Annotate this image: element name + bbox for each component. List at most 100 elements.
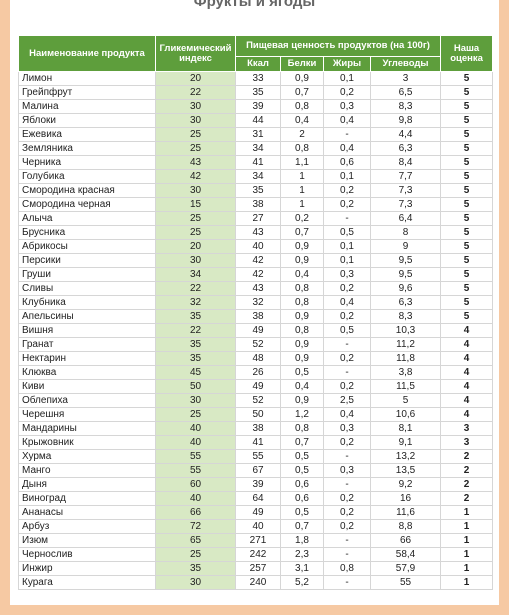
title: Фрукты и ягоды [193, 0, 316, 10]
table-cell: 41 [235, 435, 281, 450]
table-cell: Лимон [18, 71, 156, 86]
table-cell: 0,5 [280, 505, 324, 520]
table-cell: 72 [155, 519, 236, 534]
table-cell: 0,1 [323, 169, 371, 184]
table-cell: 43 [235, 281, 281, 296]
table-cell: Манго [18, 463, 156, 478]
table-cell: 8,8 [369, 519, 442, 534]
table-cell: 3,8 [369, 365, 442, 380]
table-cell: 38 [235, 309, 281, 324]
table-row: Смородина черная 15 38 1 0,2 7,3 5 [18, 197, 494, 212]
table-cell: 65 [155, 533, 236, 548]
table-cell: 0,1 [323, 253, 371, 268]
table-cell: Сливы [18, 281, 156, 296]
table-cell: 1 [280, 183, 324, 198]
table-cell: Малина [18, 99, 156, 114]
table-cell: 5 [440, 169, 494, 184]
table-cell: 22 [155, 281, 236, 296]
table-cell: 15 [155, 197, 236, 212]
table-cell: - [323, 211, 371, 226]
table-cell: 0,4 [323, 295, 371, 310]
table-cell: 35 [155, 561, 236, 576]
table-cell: 13,2 [369, 449, 442, 464]
table-cell: 35 [155, 337, 236, 352]
table-cell: 35 [235, 85, 281, 100]
header-cell: Наименование продукта [18, 35, 156, 72]
table-cell: 0,4 [323, 407, 371, 422]
table-cell: 1 [440, 561, 494, 576]
table-cell: 6,4 [369, 211, 442, 226]
table-cell: 40 [155, 435, 236, 450]
table-cell: 6,5 [369, 85, 442, 100]
table-cell: 3,1 [280, 561, 324, 576]
table-cell: Нектарин [18, 351, 156, 366]
table-row: Апельсины 35 38 0,9 0,2 8,3 5 [18, 309, 494, 324]
table-cell: Клубника [18, 295, 156, 310]
table-cell: 32 [235, 295, 281, 310]
table-cell: 0,3 [323, 463, 371, 478]
table-cell: - [323, 575, 371, 590]
table-cell: 43 [235, 225, 281, 240]
table-cell: 0,9 [280, 393, 324, 408]
table-cell: 64 [235, 491, 281, 506]
header-cell: Пищевая ценность продуктов (на 100г) [234, 35, 442, 57]
table-cell: 4 [440, 407, 494, 422]
table-cell: 30 [155, 99, 236, 114]
table-cell: 0,5 [280, 365, 324, 380]
table-cell: 10,3 [369, 323, 442, 338]
table-cell: Мандарины [18, 421, 156, 436]
table-row: Земляника 25 34 0,8 0,4 6,3 5 [18, 141, 494, 156]
table-cell: 0,2 [323, 435, 371, 450]
table-cell: 0,8 [280, 323, 324, 338]
table-cell: 0,3 [323, 267, 371, 282]
table-cell: 33 [235, 71, 281, 86]
table-cell: 9,6 [369, 281, 442, 296]
table-cell: 9,5 [369, 267, 442, 282]
table-cell: 0,9 [280, 239, 324, 254]
table-row: Мандарины 40 38 0,8 0,3 8,1 3 [18, 421, 494, 436]
table-cell: 4 [440, 393, 494, 408]
table-cell: 1 [440, 575, 494, 590]
table-cell: 25 [155, 547, 236, 562]
table-row: Крыжовник 40 41 0,7 0,2 9,1 3 [18, 435, 494, 450]
table-row: Ананасы 66 49 0,5 0,2 11,6 1 [18, 505, 494, 520]
table-cell: Облепиха [18, 393, 156, 408]
table-cell: 49 [235, 379, 281, 394]
table-cell: 30 [155, 183, 236, 198]
table-cell: 9,8 [369, 113, 442, 128]
table-cell: 0,4 [280, 113, 324, 128]
table-cell: Земляника [18, 141, 156, 156]
table-cell: 55 [369, 575, 442, 590]
table-row: Курага 30 240 5,2-55 1 [18, 575, 494, 590]
table-cell: 9,5 [369, 253, 442, 268]
table-cell: 271 [235, 533, 281, 548]
table-cell: 5 [369, 393, 442, 408]
table-cell: Черника [18, 155, 156, 170]
table-cell: 5 [440, 267, 494, 282]
table-cell: - [323, 127, 371, 142]
table-cell: 0,9 [280, 351, 324, 366]
table-row: Вишня 22 49 0,8 0,5 10,3 4 [18, 323, 494, 338]
table-cell: 25 [155, 127, 236, 142]
table-cell: 22 [155, 323, 236, 338]
table-cell: Изюм [18, 533, 156, 548]
table-cell: 25 [155, 211, 236, 226]
table-cell: 8,4 [369, 155, 442, 170]
table-cell: 0,7 [280, 225, 324, 240]
table-cell: Хурма [18, 449, 156, 464]
table-cell: Груши [18, 267, 156, 282]
table-cell: Виноград [18, 491, 156, 506]
table-row: Нектарин 35 48 0,9 0,2 11,8 4 [18, 351, 494, 366]
table-cell: 60 [155, 477, 236, 492]
table-cell: 27 [235, 211, 281, 226]
table-cell: Алыча [18, 211, 156, 226]
table-cell: 40 [155, 491, 236, 506]
table-cell: 50 [155, 379, 236, 394]
table-cell: 52 [235, 337, 281, 352]
table-cell: 40 [235, 519, 281, 534]
table-cell: 30 [155, 393, 236, 408]
header-cell: Ккал [235, 56, 281, 72]
table-cell: 34 [235, 169, 281, 184]
table-cell: 3 [440, 421, 494, 436]
